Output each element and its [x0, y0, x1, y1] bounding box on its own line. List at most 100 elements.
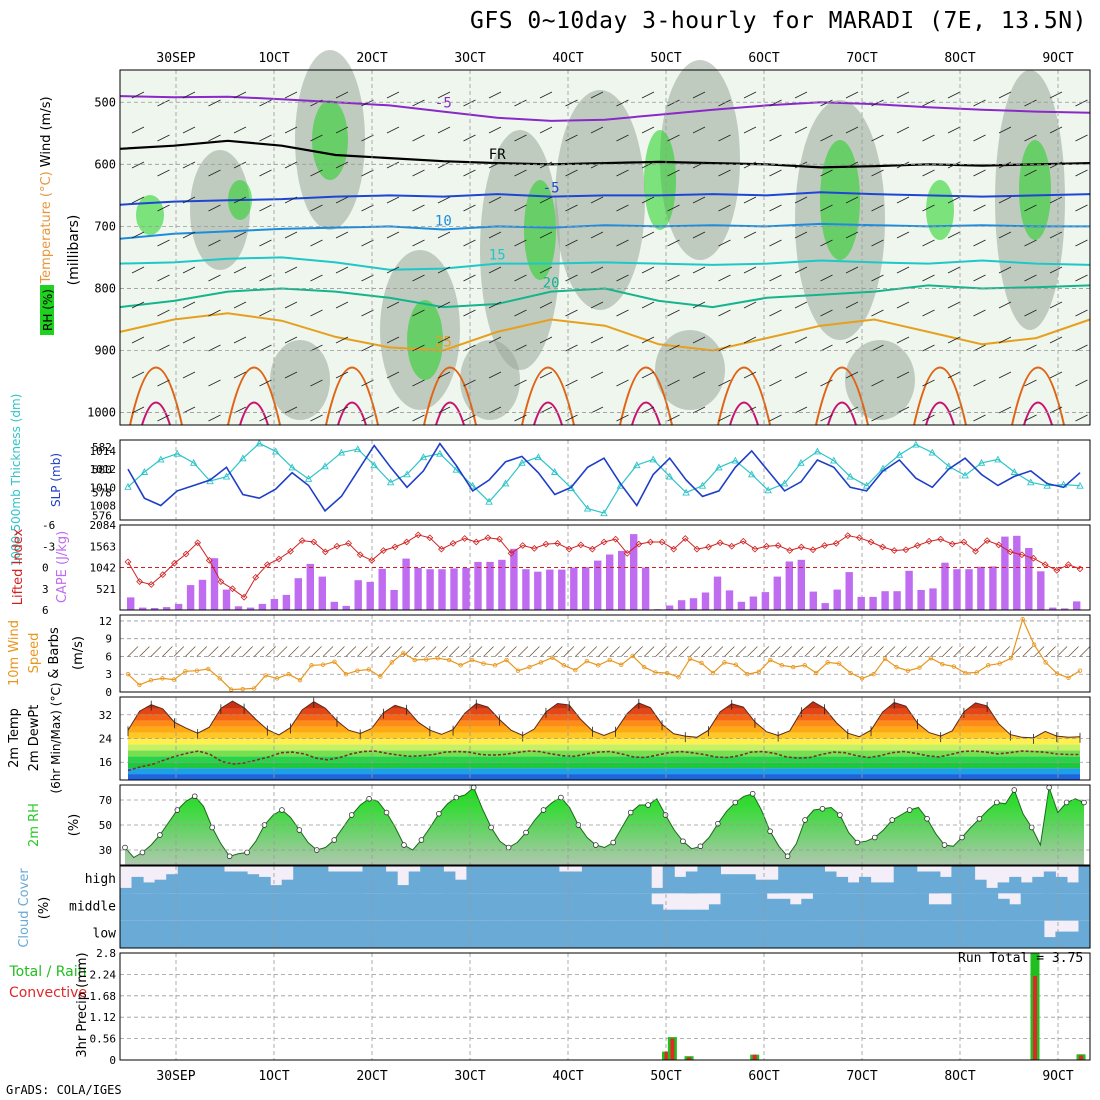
cloud-bar-low: [616, 920, 629, 948]
cloud-bar-middle: [581, 893, 594, 921]
wind-barb: [437, 161, 451, 169]
wind-barb: [794, 371, 808, 379]
cloud-bar-middle: [362, 893, 375, 921]
wind-barb: [769, 134, 782, 142]
temperature-band: [128, 744, 1080, 751]
wind-barb: [667, 204, 680, 212]
wind-barb: [820, 239, 833, 247]
wind-barb: [692, 126, 706, 134]
wind-barb: [896, 336, 910, 344]
wind-barb: [539, 336, 553, 344]
cloud-bar-high: [581, 866, 594, 894]
wind-barb: [769, 379, 782, 387]
wind-barb: [641, 301, 655, 309]
wind-barb: [310, 274, 323, 282]
wind-barb: [769, 309, 782, 317]
cloud-bar-high: [651, 887, 664, 894]
wind-barb: [219, 646, 231, 657]
wind-barb: [998, 161, 1012, 169]
wind-barb: [539, 196, 553, 204]
wind-barb: [620, 646, 632, 657]
cloud-bar-middle: [732, 893, 745, 921]
wind-barb: [590, 231, 604, 239]
wind-barb: [208, 344, 221, 352]
wind-barb: [539, 161, 553, 169]
wind-barb: [1010, 646, 1022, 657]
wind-barb: [335, 301, 349, 309]
wind-barb: [896, 231, 910, 239]
temperature-contour-label: 10: [435, 214, 452, 230]
cape-bar: [737, 601, 746, 610]
lifted-index-point: [1006, 548, 1014, 556]
wind-barb: [288, 646, 299, 657]
wind-barb: [871, 99, 884, 107]
thickness-point: [1010, 468, 1019, 475]
cloud-bar-low: [281, 920, 294, 948]
wind-barb: [845, 371, 859, 379]
cape-bar: [330, 601, 338, 610]
cloud-bar-low: [570, 920, 583, 948]
wind-barb: [259, 379, 272, 387]
cloud-bar-middle: [154, 893, 167, 921]
cloud-bar-low: [177, 920, 190, 948]
wind-barb: [743, 406, 757, 414]
wind-speed-point: [756, 669, 762, 675]
cape-bar: [234, 606, 243, 610]
precip-tick-label: 1.12: [90, 1011, 117, 1024]
wind-barb: [506, 646, 517, 657]
wind-barb: [284, 126, 298, 134]
wind-barb: [233, 161, 247, 169]
wind-barb: [1075, 239, 1088, 247]
wind-barb: [609, 646, 620, 657]
lifted-index-point: [368, 557, 376, 564]
wind-barb: [942, 646, 953, 657]
temperature-band: [128, 768, 1080, 775]
cloud-bar-low: [1066, 931, 1079, 948]
wind-speed-point: [882, 656, 888, 662]
rh2m-point: [732, 799, 739, 806]
wind-barb: [667, 169, 680, 177]
wind-speed-point: [458, 663, 463, 668]
cloud-bar-low: [431, 920, 444, 948]
rh2m-point: [959, 834, 965, 841]
cloud-bar-middle: [281, 893, 294, 921]
wind-speed-point: [171, 677, 177, 682]
wind-barb: [820, 169, 833, 177]
lifted-index-point: [995, 541, 1003, 549]
wind-barb: [182, 336, 196, 344]
rh-shade-area: [820, 140, 860, 260]
rh2m-point: [662, 812, 669, 818]
wind-barb: [412, 414, 425, 422]
wind-barb: [1024, 414, 1037, 422]
wind-barb: [641, 406, 655, 414]
wind-barb: [233, 196, 247, 204]
run-total: Run Total = 3.75: [958, 951, 1084, 966]
cloud-bar-middle: [316, 893, 329, 921]
cloud-bar-high: [189, 866, 202, 894]
cloud-bar-middle: [247, 893, 260, 921]
slp-tick-label: 1008: [90, 499, 117, 512]
cape-bar: [809, 591, 817, 610]
wind-barb: [692, 196, 706, 204]
lifted-index-point: [937, 535, 945, 543]
wind-barb: [425, 646, 437, 657]
temperature-contour-line: [119, 256, 1091, 271]
wind-barb: [412, 274, 425, 282]
wind-barb: [463, 169, 476, 177]
cloud-bar-middle: [489, 893, 502, 921]
wind-barb: [999, 646, 1010, 657]
temperature-band: [128, 762, 1080, 769]
cloud-bar-middle: [893, 893, 906, 921]
cape-bar: [1061, 608, 1069, 610]
temperature-contour-line: [239, 401, 269, 426]
wind-barb: [804, 646, 815, 657]
wind-barb: [463, 99, 476, 107]
cloud-bar-high: [177, 866, 190, 894]
wind-speed-point: [148, 677, 154, 683]
wind-barb: [259, 134, 272, 142]
wind-speed-point: [813, 670, 819, 676]
wind-speed-axis-label: Speed: [27, 633, 42, 674]
wind-speed-point: [687, 656, 693, 662]
wind-speed-point: [515, 668, 521, 673]
wind-barb: [157, 169, 170, 177]
